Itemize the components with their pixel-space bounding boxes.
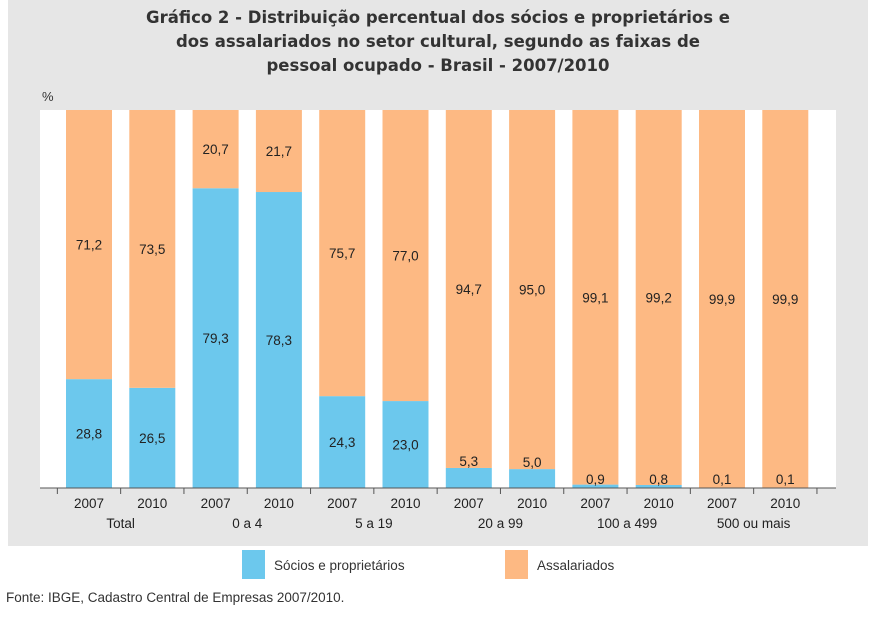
bar-assalariados <box>255 110 302 193</box>
x-tick-label: 2007 <box>580 496 610 511</box>
chart-title: Gráfico 2 - Distribuição percentual dos … <box>8 6 868 78</box>
x-tick-label: 2010 <box>390 496 420 511</box>
data-label-socios: 24,3 <box>329 435 355 450</box>
legend-swatch-socios <box>242 550 265 579</box>
bar-socios <box>192 188 239 488</box>
bar-assalariados <box>509 110 556 470</box>
y-axis-label: % <box>42 89 54 104</box>
x-tick-label: 2010 <box>644 496 674 511</box>
bar-socios <box>66 379 112 488</box>
legend-swatch-assalariados <box>505 550 528 579</box>
data-label-socios: 28,8 <box>76 427 102 442</box>
data-label-assalariados: 73,5 <box>139 242 165 257</box>
source-note: Fonte: IBGE, Cadastro Central de Empresa… <box>6 590 345 605</box>
data-label-assalariados: 77,0 <box>392 249 418 264</box>
x-tick-label: 2007 <box>74 496 104 511</box>
data-label-assalariados: 21,7 <box>266 144 292 159</box>
bar-socios <box>382 401 429 488</box>
bar-socios <box>635 484 682 488</box>
bar-assalariados <box>129 110 176 388</box>
x-tick-label: 2007 <box>327 496 357 511</box>
data-label-socios: 5,0 <box>523 455 542 470</box>
bar-assalariados <box>635 110 682 485</box>
data-label-assalariados: 95,0 <box>519 283 545 298</box>
bar-assalariados <box>192 110 239 189</box>
legend-label-assalariados: Assalariados <box>537 558 615 573</box>
x-tick-label: 2010 <box>770 496 800 511</box>
bar-socios <box>572 484 619 488</box>
bar-socios <box>129 387 176 488</box>
data-label-socios: 26,5 <box>139 431 165 446</box>
bar-assalariados <box>445 110 492 468</box>
x-tick-label: 2007 <box>201 496 231 511</box>
x-group-label: Total <box>106 516 135 531</box>
bar-assalariados <box>319 110 366 397</box>
bar-assalariados <box>572 110 619 485</box>
bar-assalariados <box>66 110 112 380</box>
x-tick-label: 2007 <box>454 496 484 511</box>
bar-assalariados <box>382 110 429 402</box>
data-label-assalariados: 99,1 <box>582 290 608 305</box>
data-label-socios: 78,3 <box>266 333 292 348</box>
data-label-assalariados: 71,2 <box>76 238 102 253</box>
bar-socios <box>445 467 492 488</box>
data-label-socios: 0,8 <box>649 472 668 487</box>
x-group-label: 0 a 4 <box>232 516 263 531</box>
data-label-socios: 0,1 <box>776 472 795 487</box>
x-tick-label: 2010 <box>264 496 294 511</box>
data-label-assalariados: 99,9 <box>772 292 798 307</box>
x-tick-label: 2007 <box>707 496 737 511</box>
data-label-assalariados: 94,7 <box>456 282 482 297</box>
bar-socios <box>255 192 302 488</box>
data-label-assalariados: 99,9 <box>709 292 735 307</box>
bar-socios <box>319 396 366 488</box>
data-label-socios: 0,9 <box>586 472 605 487</box>
data-label-assalariados: 99,2 <box>646 290 672 305</box>
x-group-label: 20 a 99 <box>478 516 523 531</box>
chart-title-line-1: Gráfico 2 - Distribuição percentual dos … <box>146 8 730 27</box>
stacked-bar-chart: 28,8 71,2 2007 26,5 73,5 2010 79,3 20,7 2007 78,3… <box>40 110 836 531</box>
data-label-socios: 0,1 <box>713 472 732 487</box>
x-group-label: 100 a 499 <box>597 516 657 531</box>
bar-assalariados <box>699 110 745 488</box>
bar-assalariados <box>762 110 809 488</box>
legend-label-socios: Sócios e proprietários <box>274 558 405 573</box>
data-label-assalariados: 75,7 <box>329 246 355 261</box>
chart-title-line-2: dos assalariados no setor cultural, segu… <box>176 32 700 51</box>
bar-socios <box>509 469 556 488</box>
x-tick-label: 2010 <box>137 496 167 511</box>
legend: Sócios e proprietários Assalariados <box>0 550 876 580</box>
chart-title-line-3: pessoal ocupado - Brasil - 2007/2010 <box>266 56 610 75</box>
data-label-assalariados: 20,7 <box>202 142 228 157</box>
x-tick-label: 2010 <box>517 496 547 511</box>
data-label-socios: 23,0 <box>392 438 418 453</box>
x-group-label: 500 ou mais <box>717 516 791 531</box>
x-group-label: 5 a 19 <box>355 516 393 531</box>
data-label-socios: 5,3 <box>459 454 478 469</box>
data-label-socios: 79,3 <box>202 331 228 346</box>
